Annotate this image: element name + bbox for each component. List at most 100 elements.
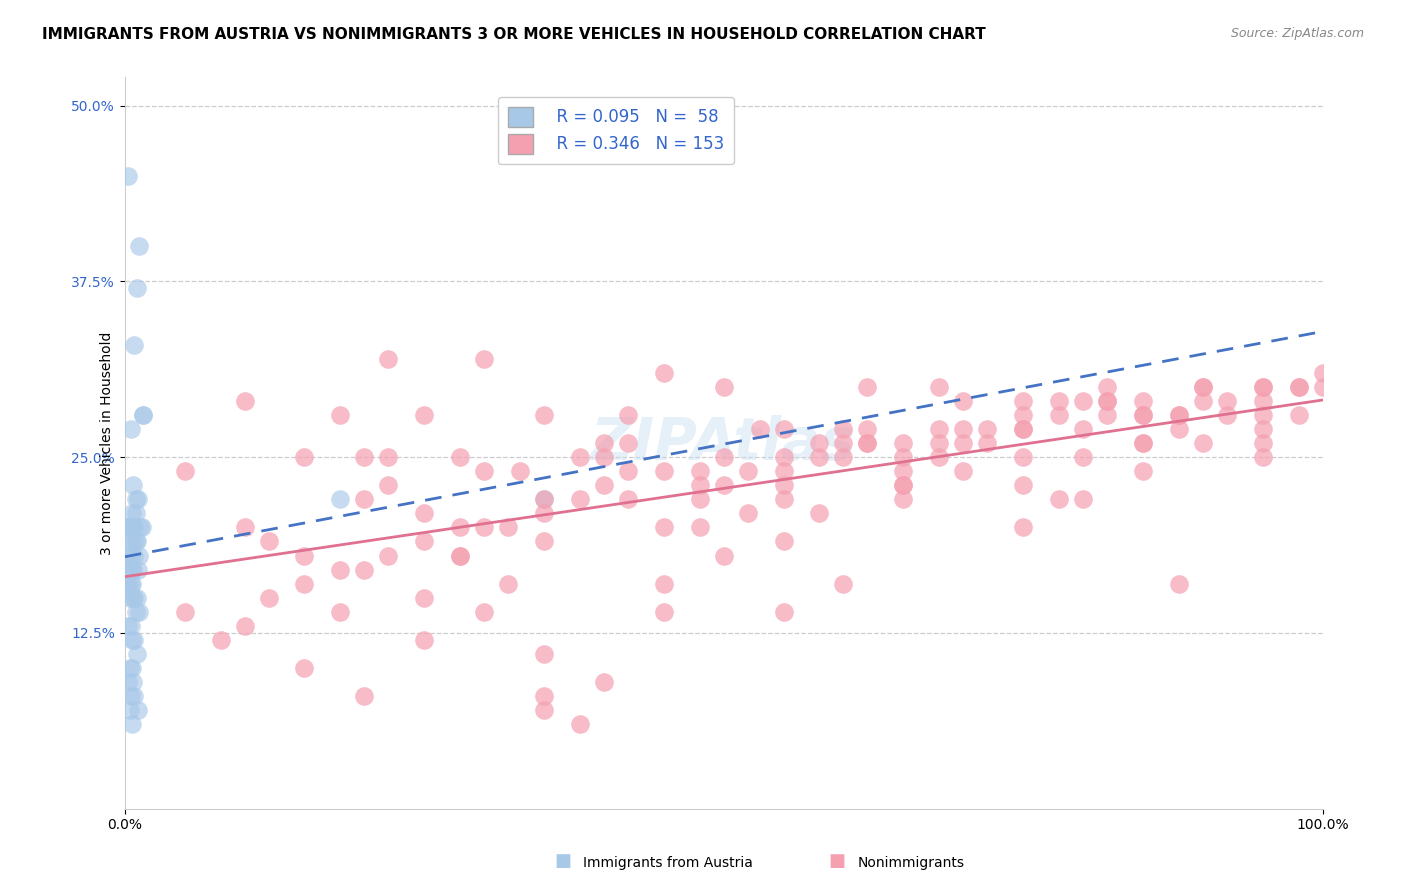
Point [472, 520, 495, 534]
Point [413, 591, 436, 605]
Point [891, 492, 914, 507]
Point [118, 534, 141, 549]
Point [117, 675, 139, 690]
Point [472, 605, 495, 619]
Point [233, 393, 256, 408]
Point [617, 408, 640, 422]
Point [617, 492, 640, 507]
Point [115, 520, 138, 534]
Point [617, 436, 640, 450]
Point [533, 408, 555, 422]
Point [832, 450, 855, 464]
Point [377, 478, 399, 492]
Point [1167, 408, 1189, 422]
Point [472, 464, 495, 478]
Point [533, 703, 555, 717]
Point [832, 576, 855, 591]
Point [1312, 366, 1334, 380]
Point [1012, 478, 1035, 492]
Point [1251, 422, 1274, 436]
Point [121, 632, 143, 647]
Point [377, 450, 399, 464]
Point [125, 281, 148, 295]
Point [120, 576, 142, 591]
Point [131, 520, 153, 534]
Point [124, 591, 146, 605]
Point [496, 520, 519, 534]
Point [413, 507, 436, 521]
Point [772, 534, 794, 549]
Point [533, 534, 555, 549]
Point [652, 576, 675, 591]
Text: ZIPAtlas: ZIPAtlas [591, 415, 856, 472]
Point [652, 464, 675, 478]
Point [772, 422, 794, 436]
Point [115, 576, 138, 591]
Point [928, 436, 950, 450]
Point [117, 619, 139, 633]
Point [568, 492, 591, 507]
Point [533, 492, 555, 507]
Point [329, 605, 352, 619]
Point [1095, 393, 1118, 408]
Point [1288, 380, 1310, 394]
Point [124, 549, 146, 563]
Point [952, 393, 974, 408]
Point [294, 661, 316, 675]
Point [976, 436, 998, 450]
Point [891, 464, 914, 478]
Point [294, 450, 316, 464]
Text: Source: ZipAtlas.com: Source: ZipAtlas.com [1230, 27, 1364, 40]
Point [1312, 380, 1334, 394]
Point [125, 534, 148, 549]
Point [1095, 380, 1118, 394]
Text: IMMIGRANTS FROM AUSTRIA VS NONIMMIGRANTS 3 OR MORE VEHICLES IN HOUSEHOLD CORRELA: IMMIGRANTS FROM AUSTRIA VS NONIMMIGRANTS… [42, 27, 986, 42]
Point [713, 478, 735, 492]
Point [1167, 422, 1189, 436]
Point [120, 689, 142, 703]
Point [689, 492, 711, 507]
Point [1047, 408, 1070, 422]
Point [856, 380, 879, 394]
Point [952, 464, 974, 478]
Point [1071, 422, 1094, 436]
Point [772, 478, 794, 492]
Point [1191, 380, 1213, 394]
Point [413, 534, 436, 549]
Point [124, 605, 146, 619]
Point [928, 422, 950, 436]
Point [127, 703, 149, 717]
Point [689, 520, 711, 534]
Text: Immigrants from Austria: Immigrants from Austria [583, 855, 754, 870]
Point [593, 478, 616, 492]
Point [891, 478, 914, 492]
Point [772, 492, 794, 507]
Point [1251, 380, 1274, 394]
Point [120, 520, 142, 534]
Point [329, 492, 352, 507]
Point [1167, 576, 1189, 591]
Point [449, 450, 471, 464]
Point [772, 450, 794, 464]
Point [808, 450, 831, 464]
Point [856, 422, 879, 436]
Point [496, 576, 519, 591]
Point [353, 450, 375, 464]
Point [122, 591, 145, 605]
Point [1012, 393, 1035, 408]
Point [1251, 393, 1274, 408]
Point [1251, 436, 1274, 450]
Point [533, 689, 555, 703]
Point [128, 239, 150, 253]
Point [118, 661, 141, 675]
Point [1167, 408, 1189, 422]
Point [617, 464, 640, 478]
Point [122, 478, 145, 492]
Point [118, 520, 141, 534]
Point [568, 717, 591, 731]
Point [117, 520, 139, 534]
Point [1047, 492, 1070, 507]
Point [122, 534, 145, 549]
Point [748, 422, 770, 436]
Point [124, 632, 146, 647]
